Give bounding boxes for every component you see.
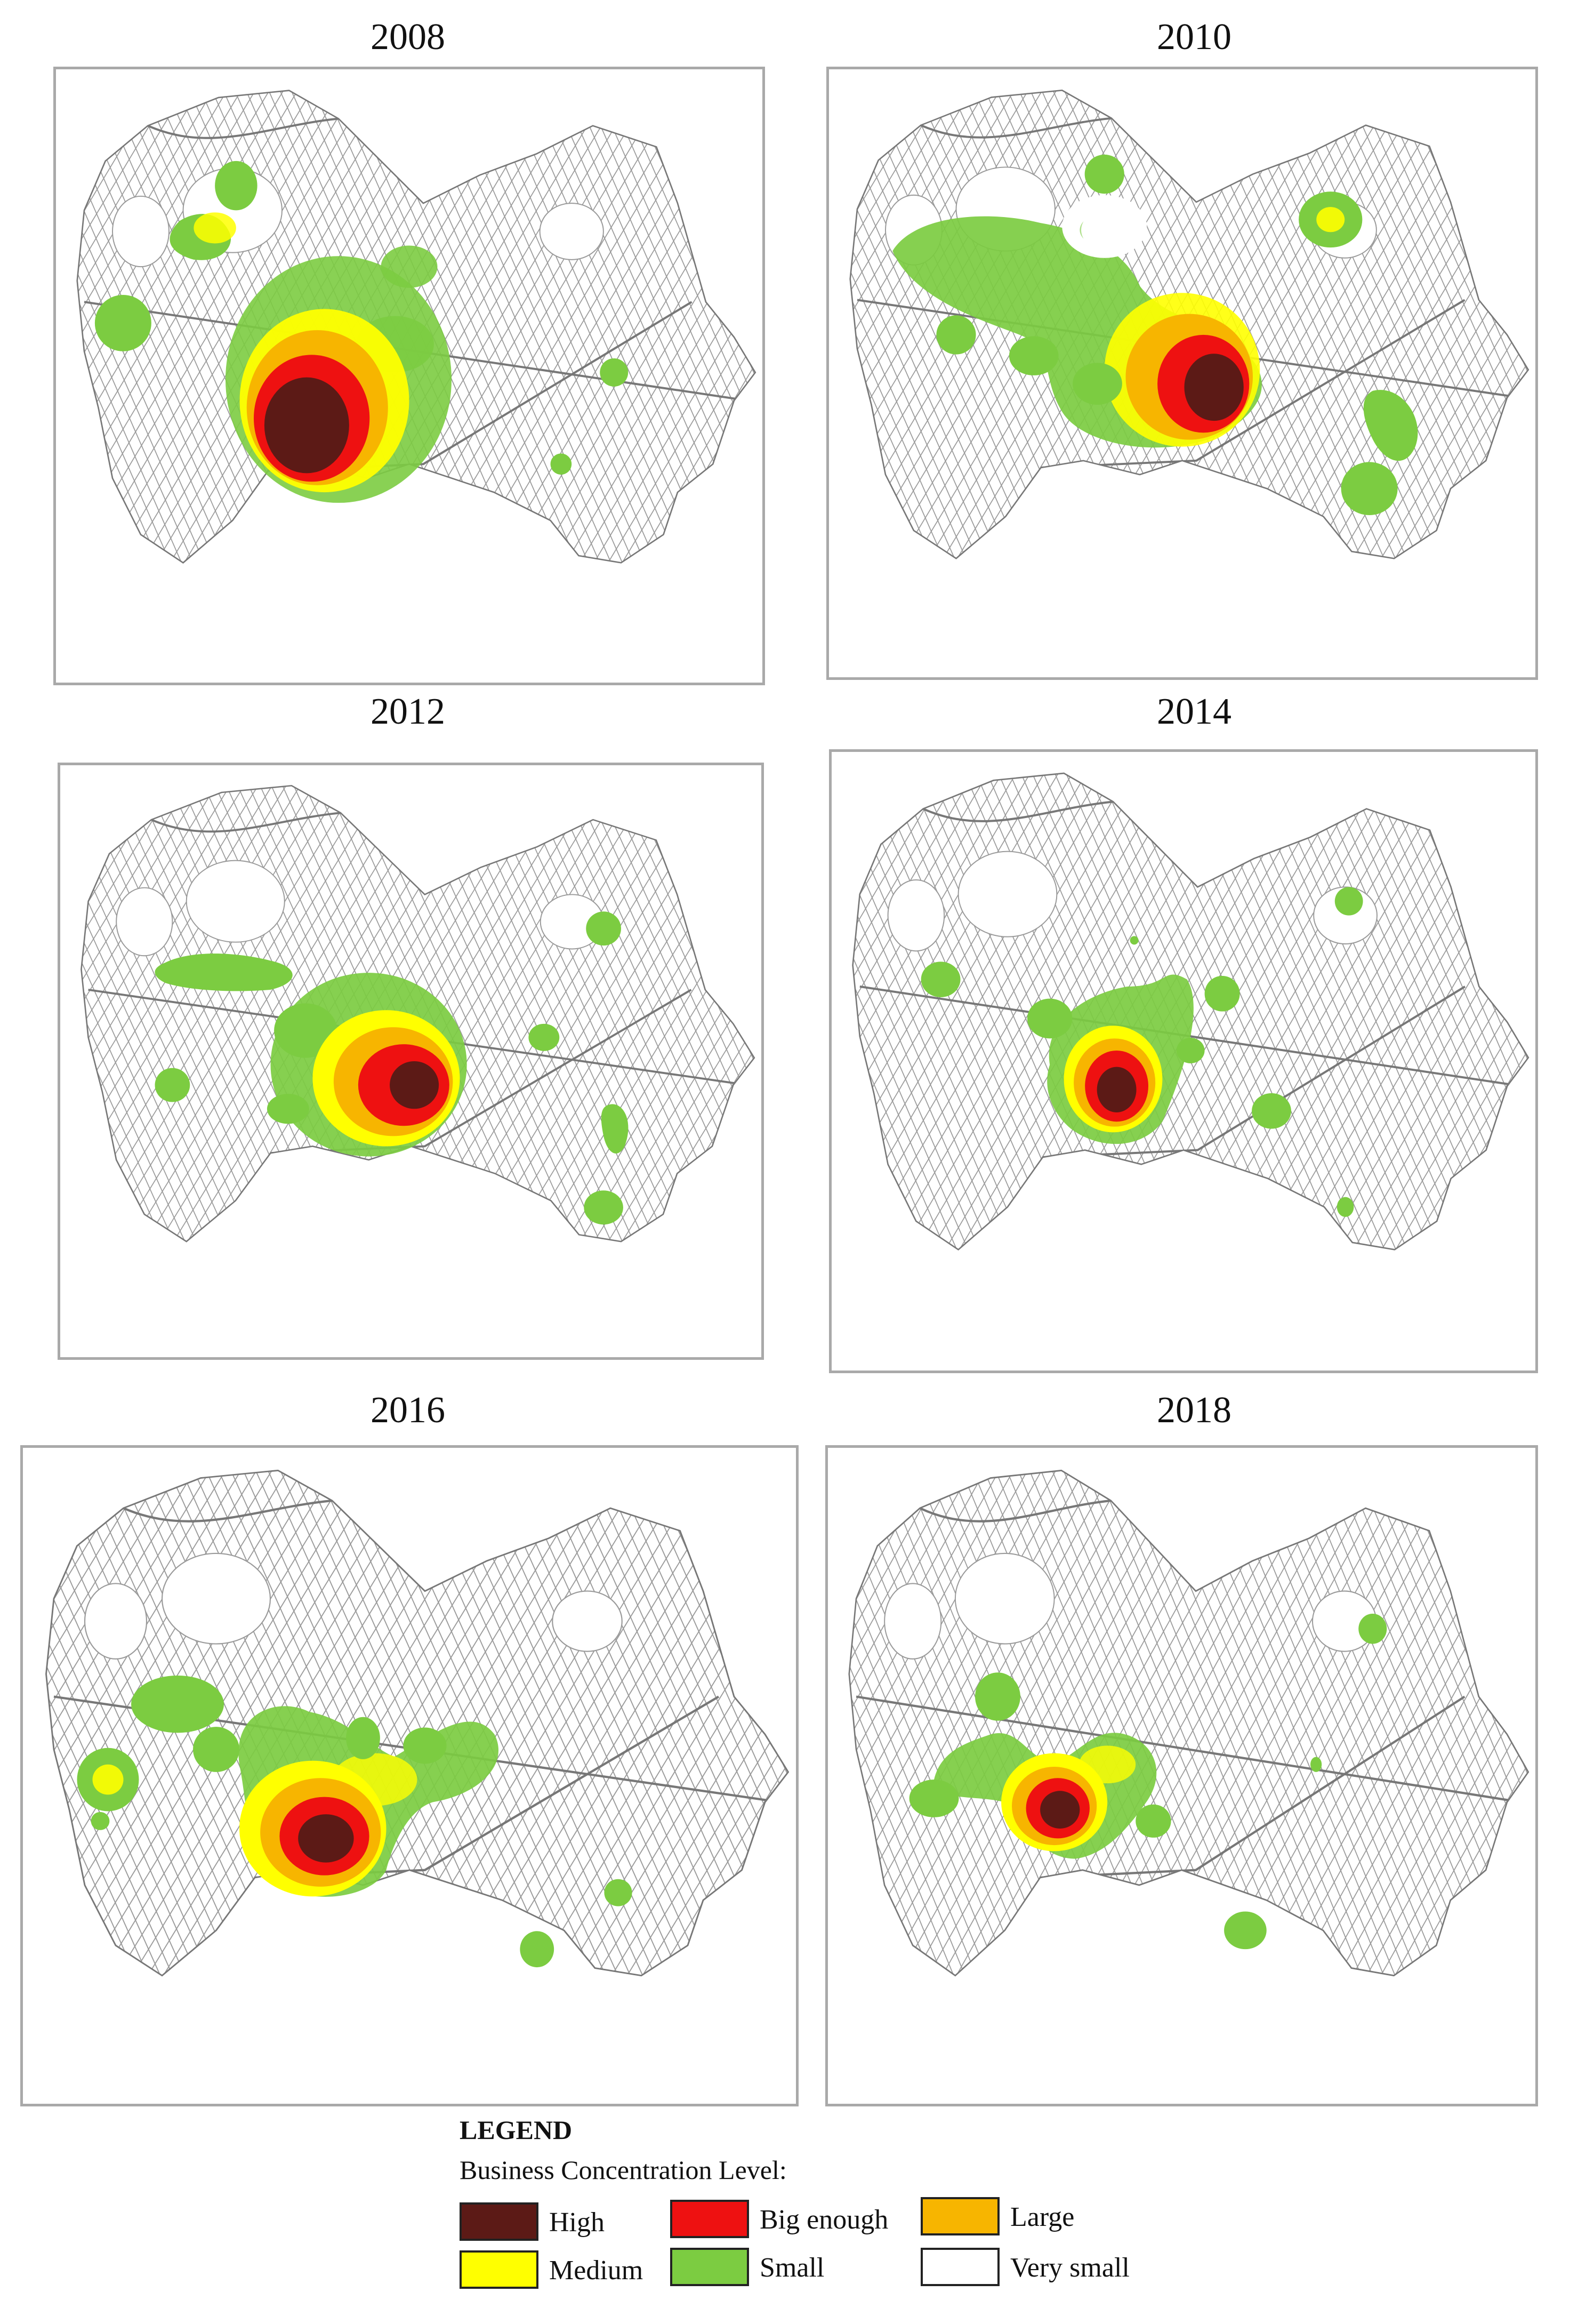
map-panel-2018 bbox=[825, 1445, 1538, 2106]
hotspot-layer bbox=[921, 887, 1363, 1217]
year-title-2012: 2012 bbox=[371, 691, 445, 732]
map-2016 bbox=[45, 1469, 790, 1977]
map-panel-2008 bbox=[53, 67, 765, 685]
year-title-2014: 2014 bbox=[1157, 691, 1231, 732]
swatch-large bbox=[921, 2197, 1000, 2235]
map-panel-2012 bbox=[58, 763, 764, 1360]
legend-label-medium: Medium bbox=[549, 2255, 643, 2286]
legend-label-large: Large bbox=[1010, 2202, 1075, 2232]
swatch-small bbox=[670, 2248, 749, 2286]
map-2008 bbox=[76, 90, 756, 564]
swatch-very-small bbox=[921, 2248, 1000, 2286]
street-network bbox=[80, 784, 755, 1243]
year-title-2018: 2018 bbox=[1157, 1390, 1231, 1431]
legend: LEGEND Business Concentration Level: Hig… bbox=[460, 2114, 1153, 2322]
hotspot-layer bbox=[909, 1614, 1387, 1950]
swatch-big-enough bbox=[670, 2200, 749, 2238]
map-2014 bbox=[852, 772, 1529, 1251]
year-title-2008: 2008 bbox=[371, 17, 445, 58]
legend-title: LEGEND bbox=[460, 2115, 573, 2145]
legend-label-high: High bbox=[549, 2207, 605, 2238]
map-panel-2014 bbox=[829, 749, 1538, 1373]
map-2010 bbox=[849, 89, 1529, 559]
hotspot-layer bbox=[892, 154, 1418, 515]
map-2012 bbox=[80, 784, 755, 1243]
map-panel-2016 bbox=[20, 1445, 799, 2106]
map-panel-2010 bbox=[826, 67, 1538, 680]
year-title-2010: 2010 bbox=[1157, 17, 1231, 58]
swatch-high bbox=[460, 2202, 538, 2241]
swatch-medium bbox=[460, 2250, 538, 2289]
legend-label-big-enough: Big enough bbox=[760, 2205, 889, 2235]
hotspot-layer bbox=[94, 161, 629, 503]
hotspot-layer bbox=[155, 911, 629, 1225]
map-2018 bbox=[848, 1469, 1529, 1977]
year-title-2016: 2016 bbox=[371, 1390, 445, 1431]
legend-label-small: Small bbox=[760, 2253, 825, 2283]
legend-label-very-small: Very small bbox=[1010, 2253, 1130, 2283]
street-network bbox=[848, 1469, 1529, 1977]
legend-subtitle: Business Concentration Level: bbox=[460, 2155, 787, 2185]
hotspot-layer bbox=[77, 1675, 632, 1968]
